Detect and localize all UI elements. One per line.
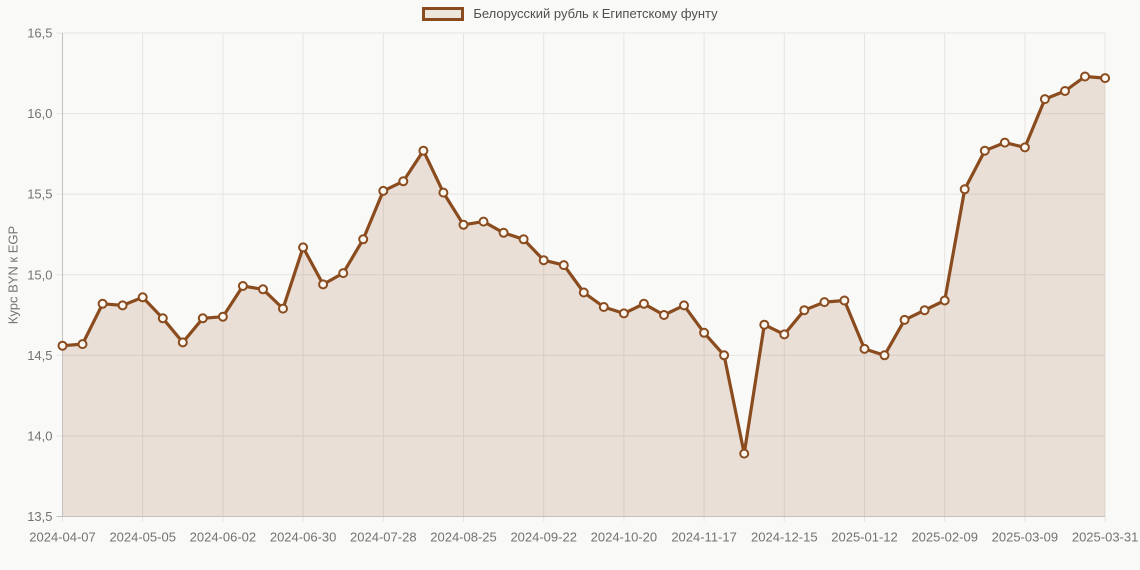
x-tick-label: 2024-06-30 xyxy=(270,530,337,545)
x-tick-label: 2025-03-31 xyxy=(1072,530,1139,545)
legend[interactable]: Белорусский рубль к Египетскому фунту xyxy=(0,6,1140,21)
data-point[interactable] xyxy=(558,260,569,271)
data-point[interactable] xyxy=(298,242,309,253)
data-point[interactable] xyxy=(398,176,409,187)
data-point[interactable] xyxy=(258,284,268,295)
legend-label: Белорусский рубль к Египетскому фунту xyxy=(473,6,718,21)
data-point[interactable] xyxy=(659,310,669,320)
data-point[interactable] xyxy=(177,337,188,348)
x-tick-label: 2024-05-05 xyxy=(109,530,176,545)
y-tick-label: 15,0 xyxy=(27,267,52,282)
data-point[interactable] xyxy=(318,279,329,290)
data-point[interactable] xyxy=(919,305,930,316)
data-point[interactable] xyxy=(779,329,790,340)
data-point[interactable] xyxy=(899,314,910,325)
data-point[interactable] xyxy=(378,185,389,196)
data-point[interactable] xyxy=(598,302,609,312)
x-tick-label: 2025-01-12 xyxy=(831,530,898,545)
data-point[interactable] xyxy=(1100,73,1111,84)
data-point[interactable] xyxy=(498,227,509,238)
x-tick-label: 2024-10-20 xyxy=(591,530,658,545)
data-point[interactable] xyxy=(578,287,589,298)
data-point[interactable] xyxy=(819,297,830,308)
data-point[interactable] xyxy=(999,137,1010,148)
data-point[interactable] xyxy=(418,145,429,156)
data-point[interactable] xyxy=(57,340,68,351)
x-tick-label: 2025-02-09 xyxy=(911,530,978,545)
data-point[interactable] xyxy=(338,268,349,279)
x-tick-label: 2024-09-22 xyxy=(510,530,577,545)
data-point[interactable] xyxy=(358,234,369,245)
data-point[interactable] xyxy=(618,308,629,319)
x-tick-label: 2024-06-02 xyxy=(190,530,257,545)
data-point[interactable] xyxy=(518,234,529,245)
y-axis-title: Курс BYN к EGP xyxy=(5,225,21,325)
data-point[interactable] xyxy=(438,187,449,198)
legend-swatch-icon xyxy=(422,6,465,21)
data-point[interactable] xyxy=(278,303,288,314)
data-point[interactable] xyxy=(739,448,750,459)
data-point[interactable] xyxy=(197,313,208,324)
data-point[interactable] xyxy=(157,313,168,324)
data-point[interactable] xyxy=(1060,86,1070,96)
x-tick-label: 2025-03-09 xyxy=(992,530,1059,545)
data-point[interactable] xyxy=(1080,71,1090,82)
data-point[interactable] xyxy=(959,184,970,195)
data-point[interactable] xyxy=(679,300,689,311)
data-point[interactable] xyxy=(939,295,950,306)
data-point[interactable] xyxy=(77,339,88,350)
data-point[interactable] xyxy=(719,350,730,361)
x-tick-label: 2024-12-15 xyxy=(751,530,818,545)
data-point[interactable] xyxy=(1039,94,1050,105)
data-point[interactable] xyxy=(137,292,148,303)
data-point[interactable] xyxy=(458,219,469,230)
y-tick-label: 15,5 xyxy=(27,187,52,202)
x-tick-label: 2024-07-28 xyxy=(350,530,417,545)
x-tick-label: 2024-08-25 xyxy=(430,530,497,545)
data-point[interactable] xyxy=(839,295,850,306)
y-tick-label: 14,0 xyxy=(27,428,52,443)
y-tick-label: 16,0 xyxy=(27,106,52,121)
data-point[interactable] xyxy=(478,216,489,227)
data-point[interactable] xyxy=(237,281,248,291)
x-tick-label: 2024-11-17 xyxy=(671,530,737,545)
x-tick-label: 2024-04-07 xyxy=(29,530,96,545)
data-point[interactable] xyxy=(979,145,990,156)
y-tick-label: 13,5 xyxy=(27,509,52,524)
data-point[interactable] xyxy=(879,350,890,361)
data-point[interactable] xyxy=(699,327,710,338)
data-point[interactable] xyxy=(799,305,810,316)
data-point[interactable] xyxy=(859,343,870,354)
y-tick-label: 14,5 xyxy=(27,348,52,363)
data-point[interactable] xyxy=(217,311,228,322)
data-point[interactable] xyxy=(1019,142,1030,153)
data-point[interactable] xyxy=(538,255,549,266)
data-point[interactable] xyxy=(117,300,128,311)
data-point[interactable] xyxy=(97,298,108,309)
data-point[interactable] xyxy=(638,298,649,309)
data-point[interactable] xyxy=(759,319,770,330)
y-tick-label: 16,5 xyxy=(27,26,52,41)
